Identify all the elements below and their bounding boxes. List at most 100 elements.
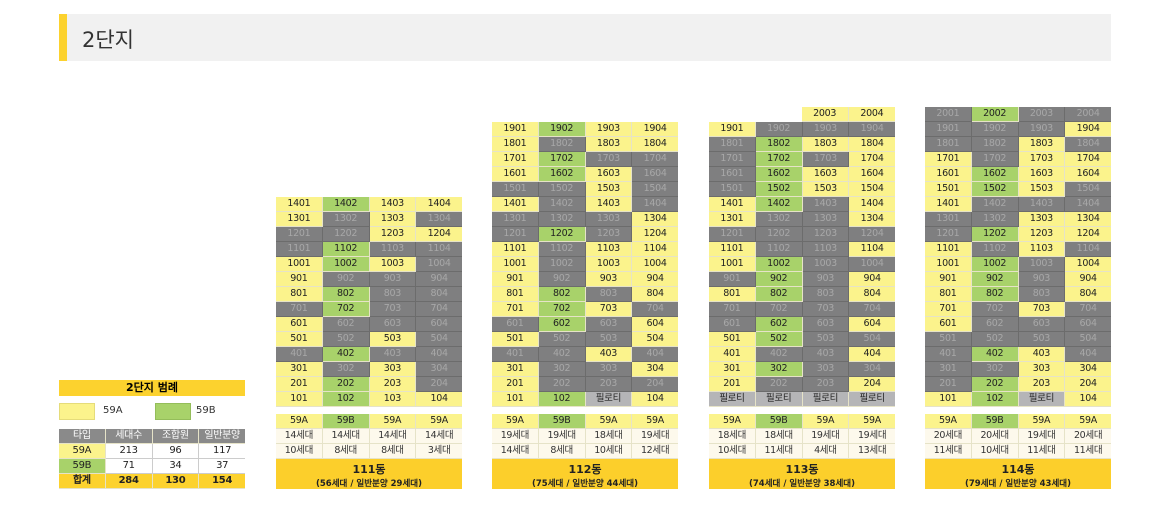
unit-cell: 202 [755,377,803,392]
summary-cell: 19세대 [849,429,895,444]
unit-cell: 1902 [538,122,586,137]
unit-cell: 302 [322,362,370,377]
unit-cell: 1301 [492,212,539,227]
unit-cell: 802 [971,287,1019,302]
unit-cell: 801 [276,287,323,302]
floor-row: 1601 1602 1603 1604 [925,167,1111,182]
unit-cell: 1502 [755,182,803,197]
unit-cell: 504 [416,332,462,347]
unit-cell: 602 [755,317,803,332]
header-cell: 일반분양 [199,429,245,444]
floor-row: 201 202 203 204 [276,377,462,392]
floor-row: 101 102 필로티 104 [492,392,678,407]
unit-cell: 702 [971,302,1019,317]
value-cell: 71 [105,459,153,474]
unit-cell: 102 [538,392,586,407]
unit-cell: 1303 [369,212,417,227]
unit-cell: 704 [416,302,462,317]
unit-cell: 2004 [1065,107,1111,122]
value-cell: 213 [105,444,153,459]
total-units-row: 14세대 14세대 14세대 14세대 [276,429,462,444]
summary-cell: 10세대 [709,444,756,459]
floor-row: 1901 1902 1903 1904 [709,122,895,137]
unit-cell: 204 [849,377,895,392]
unit-cell: 502 [971,332,1019,347]
unit-cell: 필로티 [755,392,803,407]
unit-cell: 1101 [709,242,756,257]
summary-cell: 8세대 [369,444,417,459]
floor-row: 1201 1202 1203 1204 [925,227,1111,242]
floor-row: 901 902 903 904 [709,272,895,287]
type-row: 59A 59B 59A 59A [709,414,895,429]
floor-row: 301 302 303 304 [492,362,678,377]
value-cell: 117 [199,444,245,459]
unit-cell: 1104 [849,242,895,257]
unit-cell: 104 [1065,392,1111,407]
unit-cell: 1901 [925,122,972,137]
unit-cell: 304 [1065,362,1111,377]
building-detail: (74세대 / 일반분양 38세대) [749,479,855,489]
building-1: 1901 1902 1903 1904 1801 1802 1803 1804 1701 1702… [492,122,678,489]
unit-cell: 102 [322,392,370,407]
unit-cell: 1804 [632,137,678,152]
unit-cell: 필로티 [585,392,633,407]
unit-cell: 1602 [538,167,586,182]
unit-cell: 604 [632,317,678,332]
unit-cell: 804 [632,287,678,302]
total-label: 합계 [59,474,106,489]
floor-row: 201 202 203 204 [492,377,678,392]
unit-cell: 301 [276,362,323,377]
floor-row: 1901 1902 1903 1904 [492,122,678,137]
summary-cell: 13세대 [849,444,895,459]
unit-cell: 503 [369,332,417,347]
unit-cell: 1102 [971,242,1019,257]
unit-cell: 1201 [709,227,756,242]
unit-cell: 1604 [632,167,678,182]
type-row: 59A 59B 59A 59A [925,414,1111,429]
floor-row: 101 102 103 104 [276,392,462,407]
unit-cell: 1004 [416,257,462,272]
unit-cell: 1803 [585,137,633,152]
unit-cell: 201 [276,377,323,392]
floor-row: 1201 1202 1203 1204 [276,227,462,242]
total-cell: 154 [199,474,245,489]
floor-row: 401 402 403 404 [276,347,462,362]
unit-cell: 203 [585,377,633,392]
unit-cell: 204 [1065,377,1111,392]
building-name: 111동 [352,463,386,476]
unit-cell: 1903 [1018,122,1066,137]
unit-cell: 1603 [585,167,633,182]
total-units-row: 20세대 20세대 19세대 20세대 [925,429,1111,444]
unit-cell: 1304 [849,212,895,227]
type-row: 59A 59B 59A 59A [492,414,678,429]
floor-row: 1601 1602 1603 1604 [492,167,678,182]
legend-label-59b: 59B [196,405,216,416]
unit-cell: 1304 [416,212,462,227]
unit-cell: 801 [709,287,756,302]
unit-cell: 1501 [925,182,972,197]
unit-cell: 104 [632,392,678,407]
floor-row: 1301 1302 1303 1304 [709,212,895,227]
unit-cell: 1002 [755,257,803,272]
unit-cell: 501 [709,332,756,347]
unit-cell: 501 [925,332,972,347]
unit-cell: 1101 [492,242,539,257]
unit-cell: 1403 [369,197,417,212]
unit-cell: 필로티 [802,392,850,407]
floor-row: 2001 2002 2003 2004 [925,107,1111,122]
summary-cell: 59A [1018,414,1066,429]
floor-row: 1001 1002 1003 1004 [925,257,1111,272]
unit-cell: 1904 [1065,122,1111,137]
floor-row: 601 602 603 604 [925,317,1111,332]
unit-cell: 703 [802,302,850,317]
legend-swatch-59a [59,403,95,420]
unit-cell: 1504 [849,182,895,197]
summary-cell: 19세대 [802,429,850,444]
unit-cell: 803 [369,287,417,302]
unit-cell: 601 [276,317,323,332]
building-detail: (75세대 / 일반분양 44세대) [532,479,638,489]
unit-cell: 401 [925,347,972,362]
unit-cell: 902 [971,272,1019,287]
unit-cell: 603 [802,317,850,332]
unit-cell [755,107,801,122]
